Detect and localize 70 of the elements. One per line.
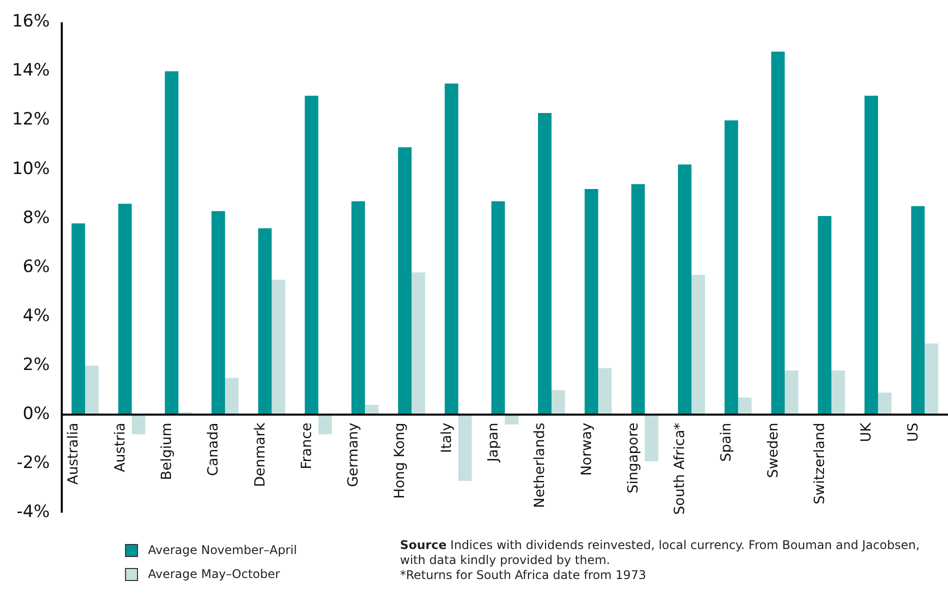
x-tick-label: Switzerland [812,422,828,504]
bar [318,414,332,434]
bar [164,71,178,415]
bar [304,96,318,415]
x-tick-label: Italy [438,422,455,454]
bar [924,344,938,415]
bar [864,96,878,415]
bar [631,184,645,415]
y-tick-label: 14% [12,60,50,81]
bar [784,370,798,415]
y-tick-label: 0% [22,404,50,424]
bar [538,112,552,415]
x-tick-label: Austria [112,422,128,472]
bar [212,211,226,415]
bar [552,390,566,415]
x-tick-label: Denmark [252,422,268,488]
x-tick-label: US [905,422,922,442]
bar [351,201,365,415]
bar [132,414,146,434]
x-tick-label: Netherlands [532,422,548,508]
y-tick-label: -2% [16,453,50,474]
x-tick-label: Japan [486,422,502,463]
y-tick-label: 16% [12,12,50,32]
legend-label: Average November–April [148,543,297,557]
bar [598,368,612,415]
bar [724,120,738,415]
bar [818,216,832,415]
x-tick-label: Norway [578,422,595,476]
bar [412,272,426,415]
bar [258,228,272,415]
bar [272,280,286,415]
source-note: Source Indices with dividends reinvested, local currency. From Bouman and Jacobsen, with data kindly provided by them. [400,538,921,568]
y-tick-label: 12% [12,110,50,130]
text: *Returns for South Africa date from 1973 [400,568,648,583]
x-tick-label: Sweden [765,422,782,478]
x-tick-label: Singapore [625,422,642,494]
legend-label: Average May–October [148,567,280,581]
y-tick-label: 8% [22,208,50,228]
x-tick-label: Hong Kong [392,422,408,499]
bar [644,414,658,462]
bar [225,378,239,415]
x-tick-label: France [298,422,315,470]
bar [444,84,458,415]
bar [878,392,892,415]
bar [831,370,845,415]
bar [458,414,472,481]
y-tick-label: 4% [22,306,50,326]
bar [738,398,752,415]
x-tick-label: South Africa* [672,422,688,515]
x-tick-label: Canada [206,422,222,476]
bar [691,274,705,415]
bar [584,189,598,415]
bar [398,147,412,415]
bar [72,223,86,415]
y-tick-label: 2% [22,355,50,376]
bar [678,164,692,415]
bar [771,52,785,415]
x-tick-label: Spain [718,422,735,462]
y-tick-label: 6% [22,256,50,277]
y-tick-label: -4% [16,502,50,522]
x-tick-label: Australia [66,422,82,485]
bar [911,206,925,415]
y-tick-label: 10% [12,158,50,179]
bar [491,201,505,415]
bar [504,414,518,424]
bar [118,204,132,415]
bar [85,366,99,415]
x-tick-label: Belgium [159,422,176,480]
x-tick-label: UK [858,422,875,442]
x-tick-label: Germany [346,422,362,488]
